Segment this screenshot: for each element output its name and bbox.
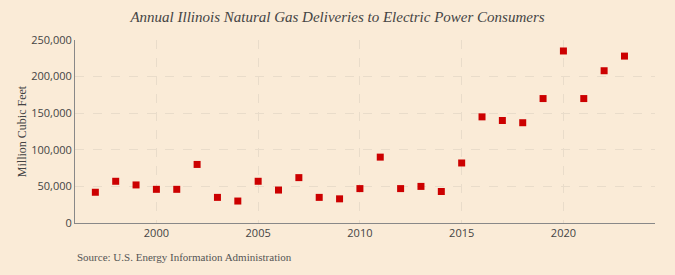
svg-text:2000: 2000 — [144, 225, 169, 240]
svg-text:250,000: 250,000 — [31, 32, 72, 47]
svg-text:50,000: 50,000 — [38, 178, 72, 193]
svg-text:2015: 2015 — [449, 225, 474, 240]
svg-text:150,000: 150,000 — [31, 105, 72, 120]
svg-text:2010: 2010 — [347, 225, 372, 240]
svg-text:100,000: 100,000 — [31, 142, 72, 157]
svg-text:0: 0 — [66, 215, 72, 230]
svg-text:200,000: 200,000 — [31, 68, 72, 83]
svg-text:2005: 2005 — [246, 225, 271, 240]
svg-text:2020: 2020 — [551, 225, 576, 240]
svg-text:Million Cubic Feet: Million Cubic Feet — [15, 85, 29, 177]
svg-text:Source: U.S. Energy Informatio: Source: U.S. Energy Information Administ… — [77, 251, 292, 263]
svg-text:Annual Illinois Natural Gas De: Annual Illinois Natural Gas Deliveries t… — [129, 9, 544, 25]
